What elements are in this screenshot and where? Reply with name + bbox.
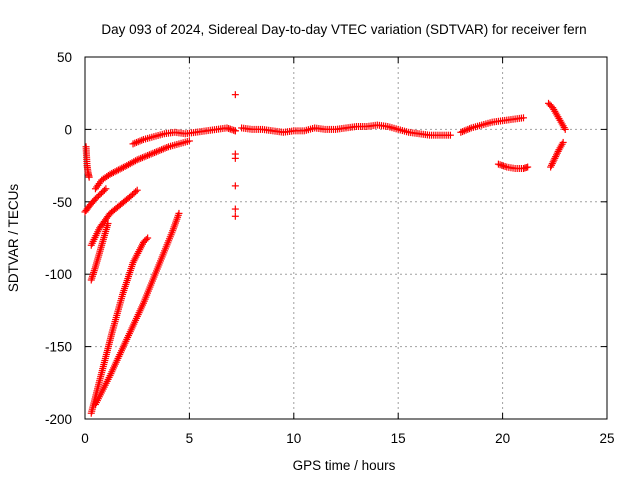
x-tick-label: 15	[391, 431, 406, 446]
x-tick-label: 10	[286, 431, 301, 446]
data-points	[81, 91, 569, 417]
y-axis-label: SDTVAR / TECUs	[6, 184, 21, 293]
data-point	[144, 234, 152, 242]
x-tick-label: 0	[81, 431, 89, 446]
y-tick-label: 0	[64, 122, 72, 137]
axes	[84, 56, 608, 420]
y-tick-label: 50	[57, 50, 72, 65]
x-tick-label: 20	[495, 431, 510, 446]
x-tick-label: 25	[599, 431, 614, 446]
data-point	[185, 137, 193, 145]
data-point	[85, 173, 93, 181]
data-point	[231, 127, 239, 135]
y-tick-label: -150	[45, 340, 72, 355]
data-point	[519, 114, 527, 122]
data-point	[102, 185, 110, 193]
tick-labels: 0 5 10 15 20 25 -200 -150 -100 -50 0 50	[45, 50, 615, 446]
y-tick-label: -200	[45, 412, 72, 427]
chart-title: Day 093 of 2024, Sidereal Day-to-day VTE…	[101, 22, 586, 37]
data-point	[231, 205, 239, 213]
data-point	[142, 235, 150, 243]
data-point	[231, 91, 239, 99]
data-point	[559, 138, 567, 146]
y-tick-label: -50	[52, 195, 72, 210]
y-tick-label: -100	[45, 267, 72, 282]
data-point	[446, 131, 454, 139]
data-point	[231, 154, 239, 162]
plot-frame	[84, 56, 608, 420]
x-axis-label: GPS time / hours	[293, 458, 396, 473]
data-point	[100, 186, 108, 194]
data-point	[524, 163, 532, 171]
data-point	[561, 125, 569, 133]
data-point	[133, 186, 141, 194]
data-point	[175, 209, 183, 217]
x-tick-label: 5	[186, 431, 194, 446]
data-point	[132, 188, 140, 196]
data-point	[231, 182, 239, 190]
data-point	[231, 212, 239, 220]
